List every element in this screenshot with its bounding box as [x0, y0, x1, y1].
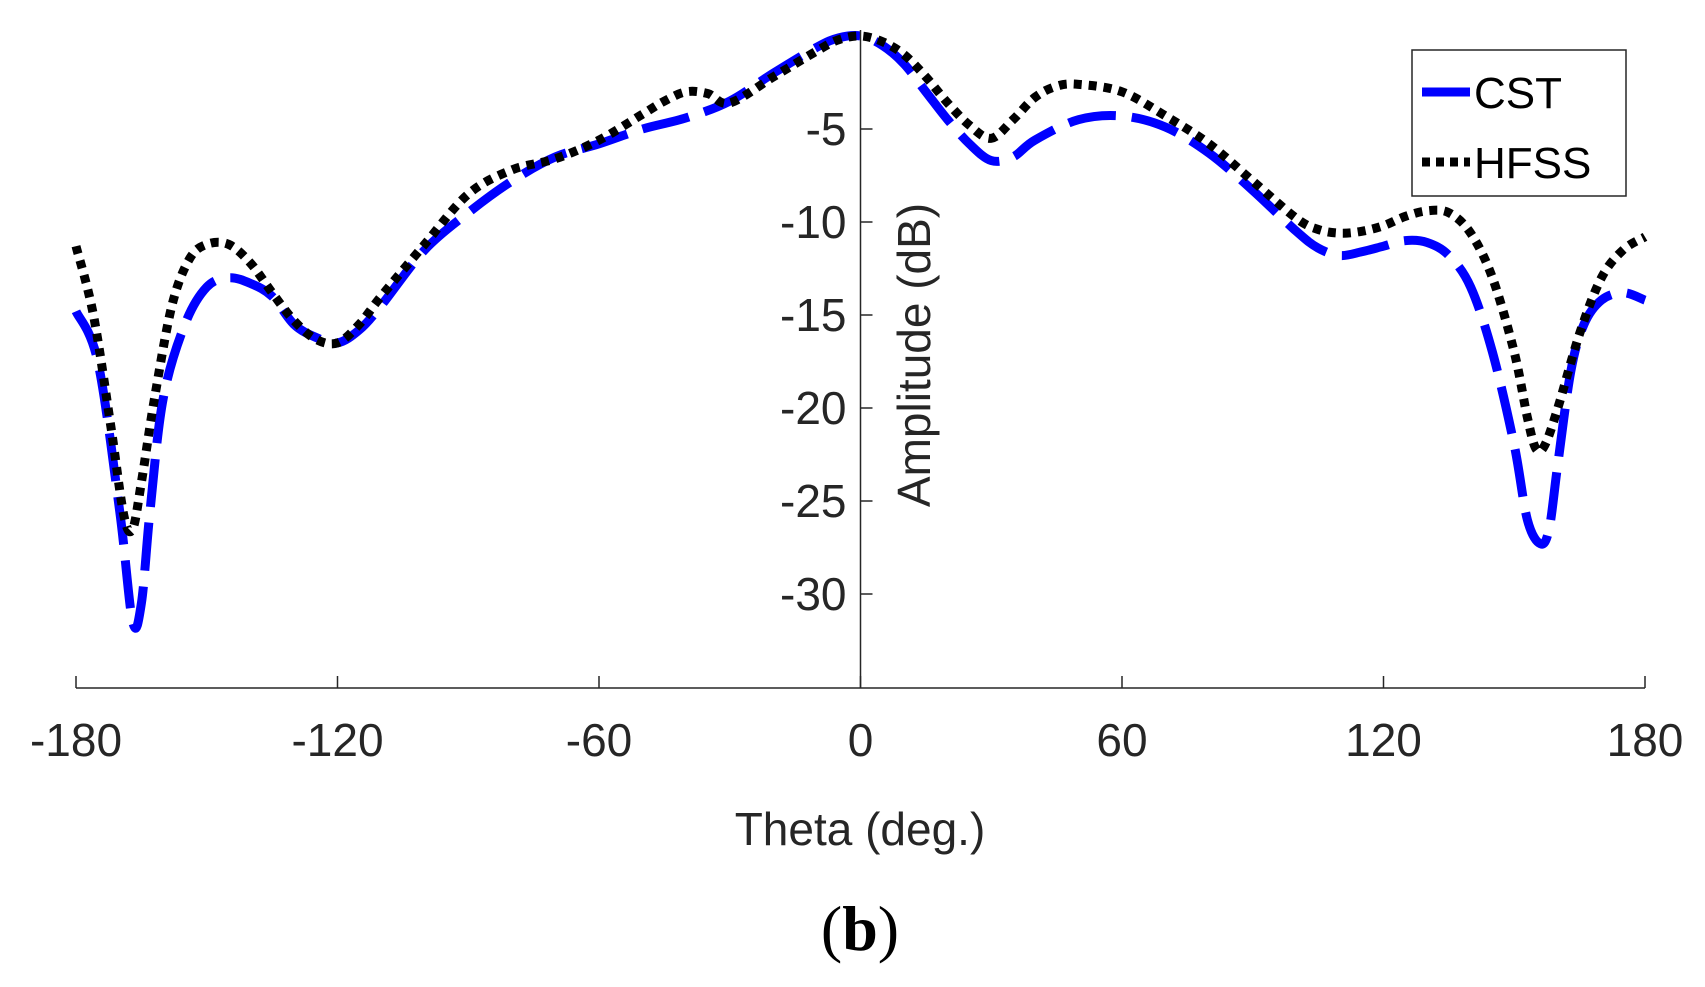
x-tick-label: 120	[1345, 714, 1422, 766]
legend-hfss-label: HFSS	[1474, 139, 1591, 188]
x-tick-label: -180	[30, 714, 122, 766]
y-tick-label: -30	[780, 568, 846, 620]
series-line-cst	[71, 31, 1647, 633]
x-tick-label: 180	[1607, 714, 1684, 766]
x-axis-label: Theta (deg.)	[735, 803, 986, 855]
panel-label-letter: b	[842, 893, 878, 964]
legend-box	[1411, 49, 1627, 197]
x-tick-label: -60	[566, 714, 632, 766]
legend-cst-label: CST	[1474, 69, 1562, 118]
series-line-hfss	[71, 31, 1648, 537]
y-tick-label: -15	[780, 289, 846, 341]
panel-label-open: (	[821, 893, 842, 964]
x-tick-label: 60	[1096, 714, 1147, 766]
y-axis-label: Amplitude (dB)	[888, 203, 940, 507]
y-tick-label: -25	[780, 475, 846, 527]
y-tick-label: -20	[780, 382, 846, 434]
legend: CST HFSS	[1411, 49, 1627, 197]
series-layer	[71, 31, 1648, 633]
panel-label: (b)	[821, 893, 899, 964]
x-tick-label: -120	[291, 714, 383, 766]
y-tick-label: -5	[806, 103, 847, 155]
panel-label-close: )	[878, 893, 899, 964]
axes-layer: -180 -120 -60 0 60 120 180 -30 -25 -20 -15 -10 -5	[30, 30, 1683, 766]
plot-area	[71, 31, 1648, 633]
y-tick-label: -10	[780, 196, 846, 248]
x-tick-label: 0	[848, 714, 874, 766]
